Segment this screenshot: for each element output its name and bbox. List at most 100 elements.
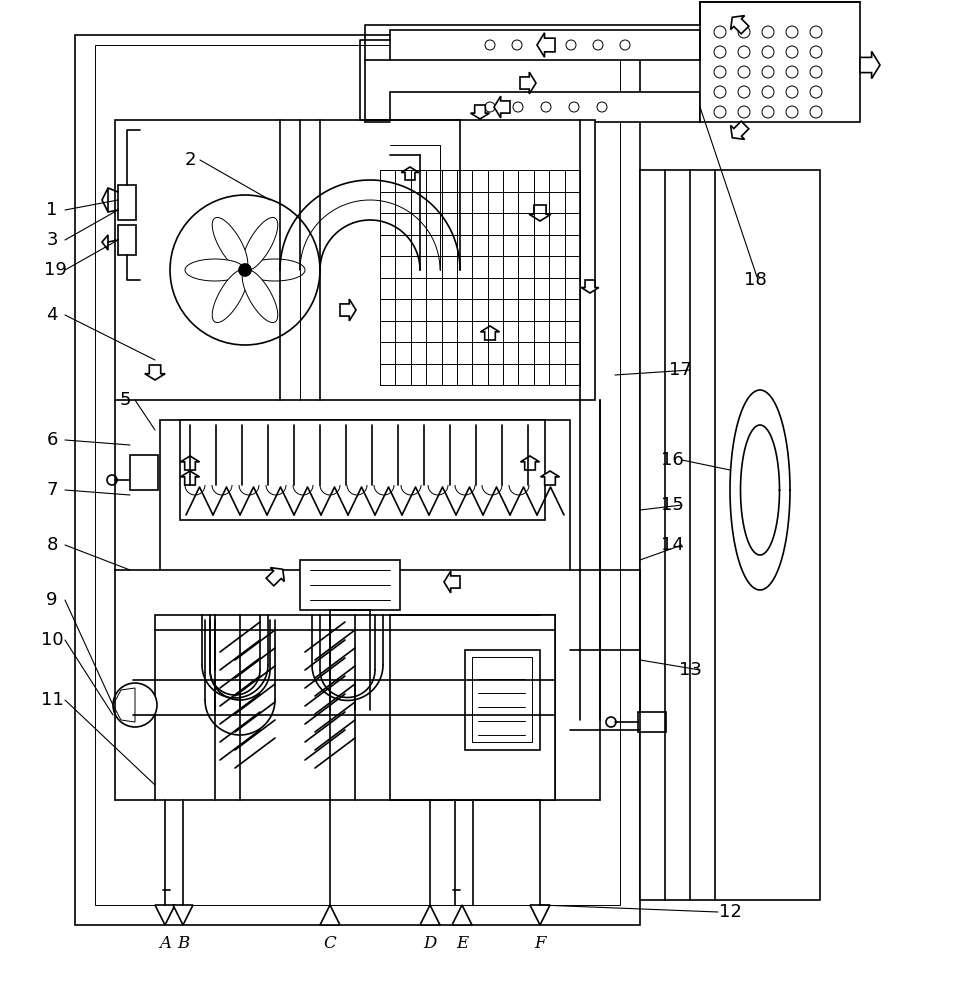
Circle shape [485, 102, 495, 112]
Bar [95, 45, 620, 905]
Text: 16: 16 [660, 451, 683, 469]
Polygon shape [242, 269, 278, 323]
Text: 1: 1 [46, 201, 57, 219]
Circle shape [569, 102, 579, 112]
Polygon shape [340, 299, 356, 321]
Text: 19: 19 [44, 261, 66, 279]
Circle shape [762, 66, 774, 78]
Circle shape [738, 86, 750, 98]
Circle shape [113, 683, 157, 727]
Text: 12: 12 [719, 903, 742, 921]
Circle shape [786, 26, 798, 38]
Text: 11: 11 [40, 691, 63, 709]
Circle shape [786, 86, 798, 98]
Circle shape [512, 40, 522, 50]
Circle shape [810, 106, 822, 118]
Bar [465, 650, 540, 750]
Bar [180, 420, 545, 520]
Text: 2: 2 [185, 151, 196, 169]
Bar [390, 615, 555, 800]
Polygon shape [245, 259, 305, 281]
Circle shape [541, 102, 551, 112]
Bar [118, 225, 136, 255]
Text: 15: 15 [660, 496, 683, 514]
Polygon shape [181, 471, 199, 485]
Polygon shape [242, 217, 278, 271]
Bar [472, 657, 532, 742]
Bar [160, 420, 570, 570]
Circle shape [606, 717, 616, 727]
Polygon shape [730, 16, 748, 34]
Circle shape [786, 66, 798, 78]
Text: 18: 18 [744, 271, 767, 289]
Polygon shape [212, 269, 248, 323]
Polygon shape [581, 280, 599, 293]
Polygon shape [181, 456, 199, 470]
Polygon shape [212, 217, 248, 271]
Circle shape [738, 66, 750, 78]
Text: F: F [534, 934, 545, 952]
Circle shape [714, 106, 726, 118]
Circle shape [714, 26, 726, 38]
Circle shape [597, 102, 607, 112]
Text: B: B [177, 934, 189, 952]
Polygon shape [155, 905, 175, 925]
Circle shape [539, 40, 549, 50]
Text: 8: 8 [46, 536, 57, 554]
Text: 17: 17 [669, 361, 692, 379]
Text: 6: 6 [46, 431, 57, 449]
Text: E: E [456, 934, 468, 952]
Circle shape [620, 40, 630, 50]
Text: 3: 3 [46, 231, 57, 249]
Circle shape [762, 46, 774, 58]
Circle shape [593, 40, 603, 50]
Bar [390, 92, 700, 122]
Circle shape [714, 46, 726, 58]
Polygon shape [444, 571, 460, 593]
Bar [115, 120, 595, 400]
Polygon shape [420, 905, 440, 925]
Polygon shape [266, 568, 284, 586]
Bar [640, 170, 820, 900]
Text: A: A [159, 934, 171, 952]
Polygon shape [185, 259, 245, 281]
Polygon shape [113, 688, 135, 722]
Circle shape [566, 40, 576, 50]
Circle shape [810, 86, 822, 98]
Text: C: C [323, 934, 336, 952]
Text: 10: 10 [41, 631, 63, 649]
Polygon shape [530, 905, 550, 925]
Text: 9: 9 [46, 591, 57, 609]
Bar [75, 35, 640, 925]
Bar [118, 185, 136, 220]
Text: 7: 7 [46, 481, 57, 499]
Circle shape [738, 26, 750, 38]
Polygon shape [102, 188, 108, 212]
Text: D: D [423, 934, 436, 952]
Polygon shape [529, 205, 551, 221]
Polygon shape [102, 235, 108, 250]
Polygon shape [401, 167, 419, 180]
Circle shape [714, 86, 726, 98]
Circle shape [738, 46, 750, 58]
Polygon shape [521, 456, 540, 470]
Polygon shape [480, 326, 500, 340]
Bar [155, 615, 555, 800]
Circle shape [513, 102, 523, 112]
Circle shape [485, 40, 495, 50]
Polygon shape [520, 72, 536, 94]
Polygon shape [537, 33, 555, 57]
Polygon shape [730, 121, 748, 139]
Bar [390, 30, 700, 60]
Polygon shape [173, 905, 193, 925]
Polygon shape [320, 905, 340, 925]
Bar [638, 712, 666, 732]
Text: 5: 5 [120, 391, 131, 409]
Circle shape [738, 106, 750, 118]
Circle shape [810, 66, 822, 78]
Circle shape [810, 26, 822, 38]
Circle shape [762, 26, 774, 38]
Circle shape [107, 475, 117, 485]
Circle shape [762, 86, 774, 98]
Circle shape [810, 46, 822, 58]
